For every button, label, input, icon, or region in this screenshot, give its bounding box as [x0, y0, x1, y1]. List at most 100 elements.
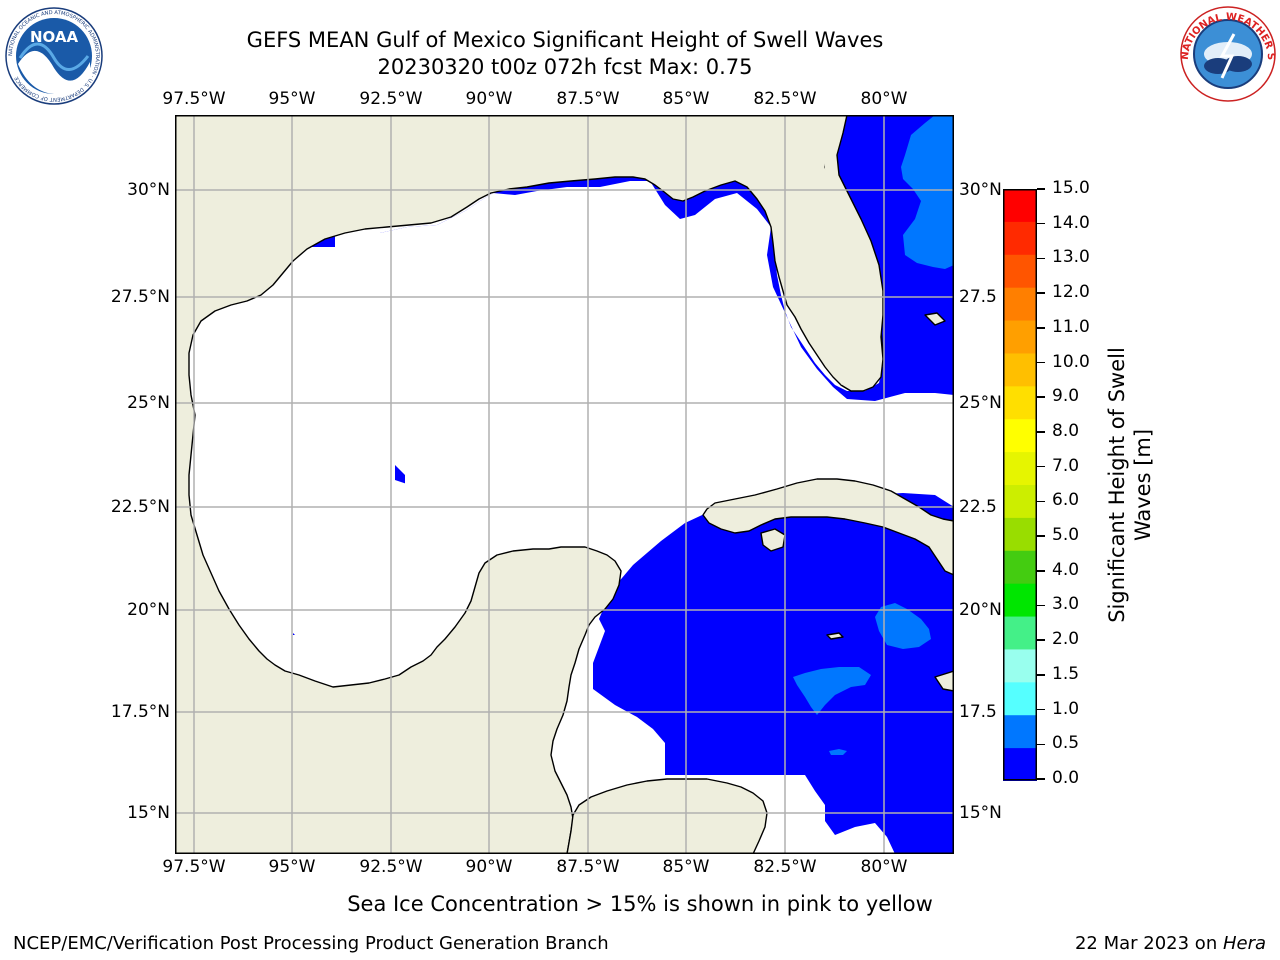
swell-patch-atlantic: [901, 115, 954, 269]
chart-title: GEFS MEAN Gulf of Mexico Significant Hei…: [246, 28, 884, 52]
lon-tick-top: 82.5°W: [753, 89, 817, 109]
lat-tick-left: 30°N: [127, 180, 170, 200]
colorbar-tick-label: 1.0: [1052, 698, 1080, 719]
colorbar-tick-label: 8.0: [1052, 420, 1080, 441]
colorbar-tick-label: 1.5: [1052, 663, 1080, 684]
graticule: [175, 115, 954, 854]
colorbar-cell: [1003, 748, 1037, 781]
lon-tick-top: 95°W: [268, 89, 316, 109]
colorbar-tick-label: 3.0: [1052, 594, 1080, 615]
lon-tick-bottom: 87.5°W: [556, 857, 620, 877]
lat-tick-right: 22.5: [959, 497, 997, 517]
colorbar-tick-label: 13.0: [1052, 247, 1090, 268]
lon-tick-top: 92.5°W: [359, 89, 423, 109]
lat-tick-left: 27.5°N: [110, 287, 170, 307]
land: [175, 115, 954, 854]
colorbar-tick-label: 14.0: [1052, 212, 1090, 233]
colorbar-tick-mark: [1037, 327, 1045, 329]
colorbar-tick-label: 0.5: [1052, 733, 1080, 754]
colorbar-tick-label: 15.0: [1052, 178, 1090, 198]
colorbar-cell: [1003, 517, 1037, 552]
colorbar-tick-mark: [1037, 257, 1045, 260]
lon-tick-bottom: 90°W: [465, 857, 513, 877]
lat-tick-right: 30°N: [959, 180, 1002, 200]
lon-tick-top: 90°W: [465, 89, 513, 109]
lat-tick-right: 27.5: [959, 287, 997, 307]
colorbar-cell: [1003, 419, 1037, 453]
colorbar-tick-label: 4.0: [1052, 559, 1080, 580]
noaa-logo: NOAA NATIONAL OCEANIC AND ATMOSPHERIC AD…: [5, 7, 103, 105]
noaa-logo-text: NOAA: [30, 28, 79, 46]
colorbar-tick-label: 9.0: [1052, 386, 1080, 407]
colorbar-label-line1: Significant Height of Swell: [1105, 347, 1129, 623]
land-florida-peninsula: [821, 115, 884, 392]
lon-tick-top: 87.5°W: [556, 89, 620, 109]
lon-tick-top: 97.5°W: [162, 89, 226, 109]
colorbar-cell: [1003, 189, 1037, 223]
colorbar-cell: [1003, 320, 1037, 354]
colorbar-tick-mark: [1037, 639, 1045, 641]
land-hispaniola: [934, 670, 954, 692]
footer-date-line: 22 Mar 2023 on Hera: [1075, 933, 1266, 954]
colorbar: [1003, 189, 1037, 781]
footer-machine: Hera: [1222, 933, 1266, 954]
colorbar-cell: [1003, 353, 1037, 387]
colorbar-tick-mark: [1037, 361, 1045, 364]
lat-tick-left: 25°N: [127, 393, 170, 413]
land-isla-juventud: [760, 528, 786, 552]
colorbar-tick-label: 5.0: [1052, 525, 1080, 546]
colorbar-cell: [1003, 254, 1037, 289]
colorbar-tick-mark: [1037, 604, 1045, 607]
colorbar-cell: [1003, 386, 1037, 420]
lat-tick-right: 15°N: [959, 803, 1002, 823]
map-frame: [175, 115, 954, 854]
colorbar-tick-mark: [1037, 465, 1045, 468]
lat-tick-left: 22.5°N: [110, 497, 170, 517]
colorbar-cell: [1003, 583, 1037, 618]
lon-tick-bottom: 85°W: [662, 857, 710, 877]
colorbar-tick-mark: [1037, 222, 1045, 225]
colorbar-tick-mark: [1037, 743, 1045, 746]
colorbar-cell: [1003, 616, 1037, 650]
lat-tick-left: 17.5°N: [110, 702, 170, 722]
colorbar-cell: [1003, 287, 1037, 322]
swell-patch-caribbean-1: [875, 603, 931, 649]
lat-tick-right: 20°N: [959, 600, 1002, 620]
colorbar-tick-mark: [1037, 292, 1045, 294]
colorbar-tick-label: 10.0: [1052, 351, 1090, 372]
colorbar-tick-label: 6.0: [1052, 490, 1080, 511]
lon-tick-bottom: 80°W: [860, 857, 908, 877]
colorbar-tick-mark: [1037, 188, 1045, 190]
colorbar-tick-label: 0.0: [1052, 768, 1080, 788]
lon-tick-top: 85°W: [662, 89, 710, 109]
lon-tick-bottom: 92.5°W: [359, 857, 423, 877]
colorbar-cell: [1003, 649, 1037, 683]
colorbar-tick-label: 12.0: [1052, 282, 1090, 303]
colorbar-cell: [1003, 550, 1037, 585]
lat-tick-right: 17.5: [959, 702, 997, 722]
lat-tick-left: 20°N: [127, 600, 170, 620]
colorbar-tick-label: 2.0: [1052, 629, 1080, 650]
map-panel: [175, 115, 954, 854]
swell-area-gulf: [293, 115, 954, 854]
colorbar-tick-mark: [1037, 778, 1045, 780]
lon-tick-bottom: 82.5°W: [753, 857, 817, 877]
colorbar-tick-mark: [1037, 535, 1045, 537]
colorbar-cell: [1003, 485, 1037, 519]
nws-logo: NATIONAL WEATHER SERVICE: [1178, 4, 1276, 102]
colorbar-tick-label: 7.0: [1052, 455, 1080, 476]
sea-ice-note: Sea Ice Concentration > 15% is shown in …: [347, 892, 933, 916]
colorbar-cell: [1003, 221, 1037, 256]
colorbar-tick-mark: [1037, 396, 1045, 398]
land-cuba: [702, 478, 954, 576]
colorbar-tick-label: 11.0: [1052, 316, 1090, 337]
footer-credit: NCEP/EMC/Verification Post Processing Pr…: [13, 933, 609, 954]
lon-tick-bottom: 95°W: [268, 857, 316, 877]
land-central-america: [566, 778, 768, 854]
colorbar-tick-mark: [1037, 674, 1045, 676]
colorbar-cell: [1003, 682, 1037, 716]
chart-subtitle: 20230320 t00z 072h fcst Max: 0.75: [377, 55, 753, 79]
swell-patch-caribbean-3: [829, 749, 847, 755]
colorbar-tick-mark: [1037, 570, 1045, 572]
colorbar-cell: [1003, 715, 1037, 749]
